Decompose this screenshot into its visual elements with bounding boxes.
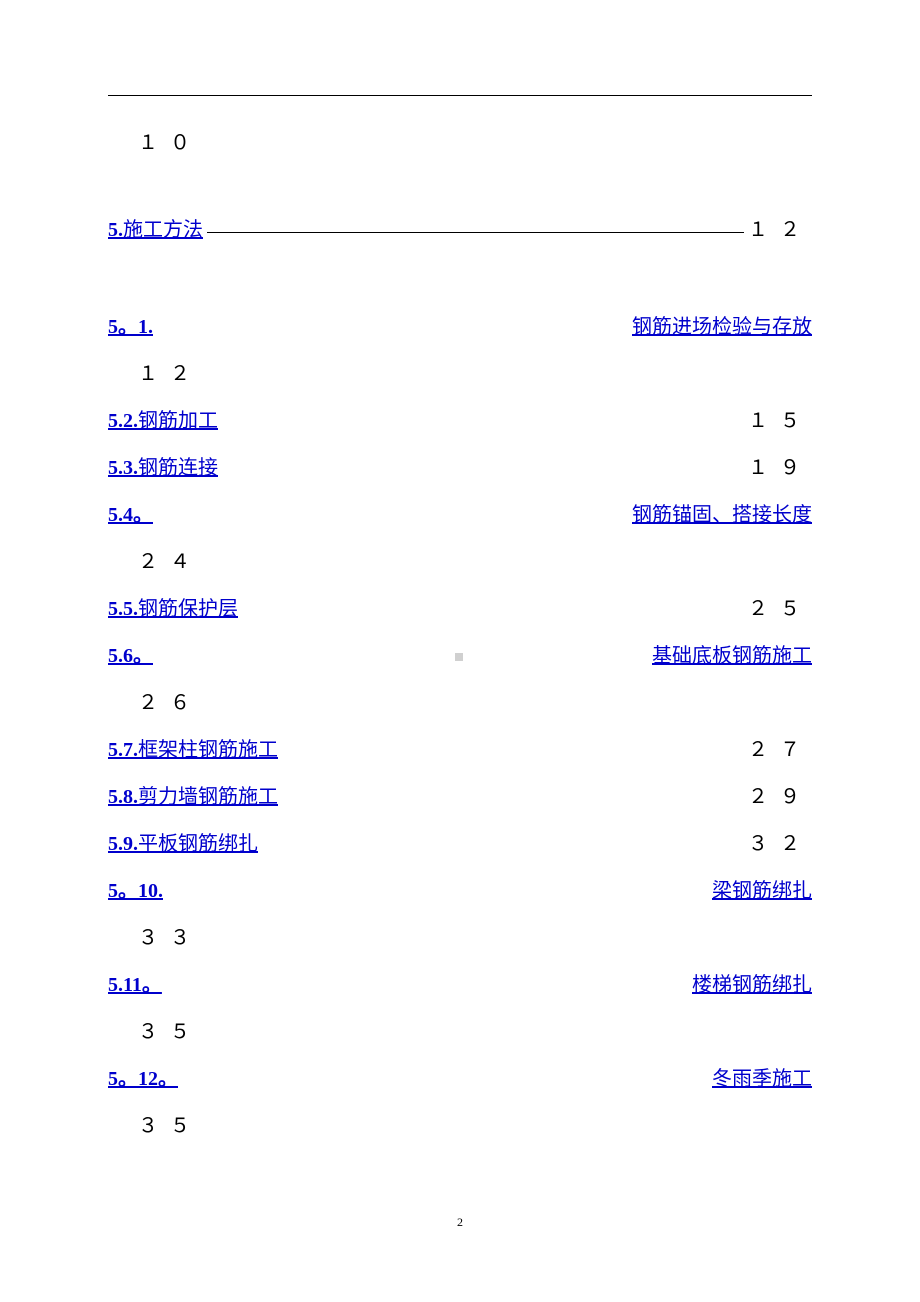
toc-sub-num[interactable]: 5.2. (108, 410, 138, 433)
toc-sub-entry: 5。10. 梁钢筋绑扎 (108, 874, 812, 903)
toc-main-entry: 5. 施工方法 １２ (108, 213, 812, 242)
toc-sub-page: ３５ (138, 1109, 812, 1138)
toc-sub-entry: 5。12。 冬雨季施工 (108, 1062, 812, 1091)
toc-sub-num[interactable]: 5.9. (108, 833, 138, 856)
toc-sub-text[interactable]: 框架柱钢筋施工 (138, 733, 278, 762)
toc-sub-page: ３３ (138, 921, 812, 950)
toc-sub-entry: 5.7. 框架柱钢筋施工 ２７ (108, 733, 812, 762)
toc-sub-text[interactable]: 钢筋锚固、搭接长度 (632, 498, 812, 527)
toc-sub-num[interactable]: 5.8. (108, 786, 138, 809)
header-rule (108, 95, 812, 96)
toc-sub-text[interactable]: 钢筋连接 (138, 451, 218, 480)
toc-sub-page: ２７ (748, 733, 812, 762)
toc-sub-entry: 5.3. 钢筋连接 １９ (108, 451, 812, 480)
toc-sub-entry: 5.11。 楼梯钢筋绑扎 (108, 968, 812, 997)
toc-sub-page: ３２ (748, 827, 812, 856)
toc-main-page: １２ (748, 213, 812, 242)
toc-sub-num[interactable]: 5.11。 (108, 968, 162, 997)
toc-sub-num[interactable]: 5.4。 (108, 498, 153, 527)
toc-leader-line (207, 232, 744, 233)
document-page: １０ 5. 施工方法 １２ 5。1. 钢筋进场检验与存放 １２ 5.2. 钢筋加… (0, 0, 920, 1138)
artifact-square (455, 653, 463, 661)
toc-sub-num[interactable]: 5.5. (108, 598, 138, 621)
toc-sub-text[interactable]: 剪力墙钢筋施工 (138, 780, 278, 809)
toc-sub-page: ２６ (138, 686, 812, 715)
toc-sub-entry: 5.9. 平板钢筋绑扎 ３２ (108, 827, 812, 856)
toc-sub-entry: 5。1. 钢筋进场检验与存放 (108, 310, 812, 339)
toc-sub-page: １２ (138, 357, 812, 386)
toc-sub-text[interactable]: 梁钢筋绑扎 (712, 874, 812, 903)
toc-sub-page: ２４ (138, 545, 812, 574)
page-footer-number: 2 (0, 1215, 920, 1230)
toc-main-link-num[interactable]: 5. (108, 219, 123, 242)
toc-sub-num[interactable]: 5。12。 (108, 1062, 178, 1091)
toc-sub-entry: 5.4。 钢筋锚固、搭接长度 (108, 498, 812, 527)
toc-sub-page: ３５ (138, 1015, 812, 1044)
toc-sub-page: ２９ (748, 780, 812, 809)
toc-sub-text[interactable]: 钢筋加工 (138, 404, 218, 433)
toc-sub-num[interactable]: 5.7. (108, 739, 138, 762)
toc-sub-page: １５ (748, 404, 812, 433)
toc-sub-page: ２５ (748, 592, 812, 621)
toc-sub-text[interactable]: 基础底板钢筋施工 (652, 639, 812, 668)
toc-main-link-text[interactable]: 施工方法 (123, 213, 203, 242)
toc-sub-text[interactable]: 钢筋保护层 (138, 592, 238, 621)
toc-sub-text[interactable]: 冬雨季施工 (712, 1062, 812, 1091)
toc-sub-num[interactable]: 5。10. (108, 874, 163, 903)
toc-sub-text[interactable]: 钢筋进场检验与存放 (632, 310, 812, 339)
orphan-page-number: １０ (138, 126, 812, 155)
toc-sub-text[interactable]: 平板钢筋绑扎 (138, 827, 258, 856)
toc-sub-entry: 5.2. 钢筋加工 １５ (108, 404, 812, 433)
toc-sub-text[interactable]: 楼梯钢筋绑扎 (692, 968, 812, 997)
toc-sub-num[interactable]: 5.3. (108, 457, 138, 480)
toc-sub-entry: 5.8. 剪力墙钢筋施工 ２９ (108, 780, 812, 809)
toc-sub-page: １９ (748, 451, 812, 480)
toc-sub-num[interactable]: 5.6。 (108, 639, 153, 668)
toc-sub-num[interactable]: 5。1. (108, 310, 153, 339)
toc-sub-entry: 5.5. 钢筋保护层 ２５ (108, 592, 812, 621)
